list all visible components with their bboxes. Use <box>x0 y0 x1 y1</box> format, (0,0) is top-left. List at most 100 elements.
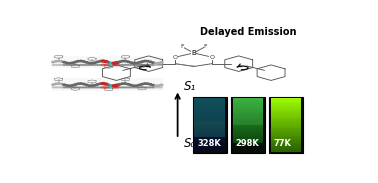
FancyBboxPatch shape <box>232 107 263 109</box>
Text: 328K: 328K <box>197 139 221 148</box>
Circle shape <box>101 83 105 85</box>
FancyBboxPatch shape <box>194 107 225 109</box>
Circle shape <box>110 87 113 88</box>
FancyBboxPatch shape <box>194 135 225 137</box>
Circle shape <box>161 64 163 65</box>
Circle shape <box>141 83 144 85</box>
Circle shape <box>69 87 71 88</box>
Circle shape <box>132 85 135 86</box>
Circle shape <box>119 87 121 88</box>
FancyBboxPatch shape <box>271 101 301 103</box>
Circle shape <box>77 83 80 85</box>
Circle shape <box>113 64 116 66</box>
Circle shape <box>116 87 118 88</box>
FancyBboxPatch shape <box>271 146 301 148</box>
FancyBboxPatch shape <box>194 116 225 118</box>
FancyBboxPatch shape <box>232 135 263 137</box>
Circle shape <box>91 87 93 88</box>
Circle shape <box>152 62 155 63</box>
FancyBboxPatch shape <box>194 112 225 114</box>
FancyBboxPatch shape <box>271 128 301 130</box>
Circle shape <box>116 64 118 66</box>
Circle shape <box>55 87 57 88</box>
FancyBboxPatch shape <box>271 133 301 136</box>
FancyBboxPatch shape <box>271 105 301 107</box>
Circle shape <box>155 63 157 64</box>
Text: F: F <box>180 44 184 49</box>
Circle shape <box>135 64 138 66</box>
Circle shape <box>143 60 146 62</box>
Circle shape <box>85 87 87 88</box>
FancyBboxPatch shape <box>232 109 263 111</box>
Circle shape <box>52 61 54 63</box>
FancyBboxPatch shape <box>52 78 163 91</box>
FancyBboxPatch shape <box>232 119 263 121</box>
FancyBboxPatch shape <box>232 116 263 118</box>
Circle shape <box>152 85 155 86</box>
FancyBboxPatch shape <box>232 137 263 139</box>
Circle shape <box>133 64 135 66</box>
Circle shape <box>110 85 113 86</box>
Circle shape <box>52 84 54 85</box>
Circle shape <box>147 64 149 66</box>
Circle shape <box>91 64 93 66</box>
Circle shape <box>96 64 99 66</box>
Circle shape <box>91 63 93 64</box>
Circle shape <box>52 64 54 65</box>
Circle shape <box>155 87 157 88</box>
Text: S₁: S₁ <box>184 80 196 93</box>
Circle shape <box>83 87 85 88</box>
Circle shape <box>130 87 132 88</box>
FancyBboxPatch shape <box>194 142 225 144</box>
FancyBboxPatch shape <box>194 126 225 128</box>
Circle shape <box>115 62 119 64</box>
FancyBboxPatch shape <box>271 139 301 141</box>
Circle shape <box>91 85 93 87</box>
Circle shape <box>82 83 85 85</box>
Circle shape <box>135 85 138 86</box>
Circle shape <box>135 62 138 64</box>
Circle shape <box>124 87 126 88</box>
Circle shape <box>149 64 152 66</box>
Circle shape <box>135 87 138 88</box>
Circle shape <box>77 61 80 62</box>
Circle shape <box>96 87 99 88</box>
Circle shape <box>138 84 141 86</box>
Text: 77K: 77K <box>274 139 291 148</box>
FancyBboxPatch shape <box>271 110 301 112</box>
Circle shape <box>141 61 144 62</box>
Circle shape <box>104 61 108 63</box>
Circle shape <box>127 61 130 62</box>
Circle shape <box>99 87 101 88</box>
FancyBboxPatch shape <box>193 97 227 153</box>
Circle shape <box>108 64 110 66</box>
FancyBboxPatch shape <box>271 117 301 119</box>
FancyBboxPatch shape <box>232 110 263 112</box>
FancyBboxPatch shape <box>231 97 265 153</box>
Text: Delayed Emission: Delayed Emission <box>200 27 296 37</box>
Circle shape <box>141 87 143 88</box>
Circle shape <box>71 85 74 86</box>
Circle shape <box>104 83 108 85</box>
FancyBboxPatch shape <box>194 133 225 136</box>
FancyBboxPatch shape <box>194 125 225 127</box>
FancyBboxPatch shape <box>194 110 225 112</box>
Circle shape <box>82 61 85 62</box>
Circle shape <box>63 61 66 63</box>
Circle shape <box>118 84 121 85</box>
Circle shape <box>115 84 119 86</box>
FancyBboxPatch shape <box>271 137 301 139</box>
Circle shape <box>121 83 124 84</box>
Circle shape <box>63 64 65 66</box>
Circle shape <box>58 87 60 88</box>
FancyBboxPatch shape <box>194 98 225 100</box>
FancyBboxPatch shape <box>194 109 225 111</box>
Circle shape <box>124 83 127 84</box>
Circle shape <box>74 64 76 66</box>
Circle shape <box>121 60 124 62</box>
FancyBboxPatch shape <box>271 125 301 127</box>
Circle shape <box>147 87 149 88</box>
FancyBboxPatch shape <box>232 103 263 105</box>
Circle shape <box>112 62 116 64</box>
Circle shape <box>127 83 130 85</box>
